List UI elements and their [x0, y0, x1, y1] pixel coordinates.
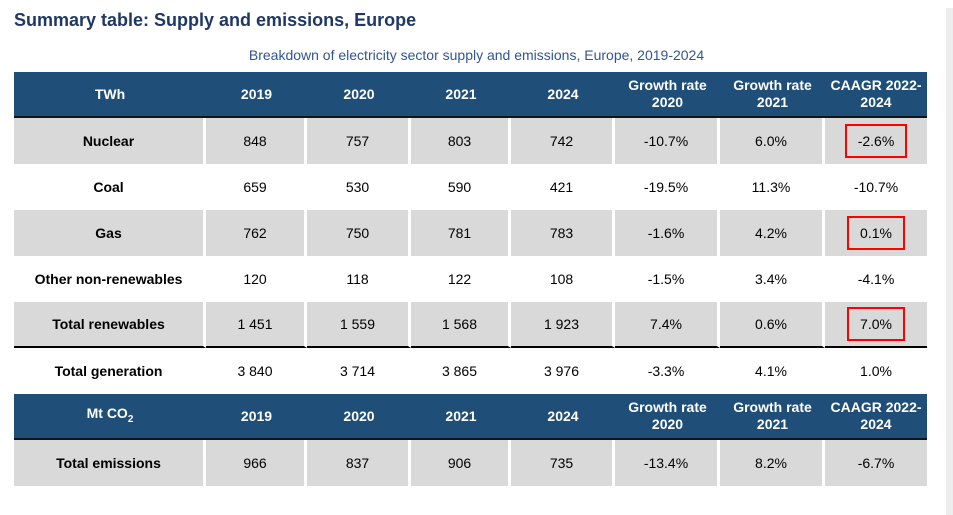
row-label-total-emissions: Total emissions — [14, 440, 206, 486]
table-cell: 0.1% — [825, 210, 927, 256]
table-cell: -4.1% — [825, 256, 927, 302]
table-cell: 120 — [206, 256, 307, 302]
column-header-2020: 2020 — [307, 394, 411, 440]
row-label-total-renewables: Total renewables — [14, 302, 206, 348]
column-header-2019: 2019 — [206, 394, 307, 440]
table-cell: 3 976 — [511, 348, 615, 394]
table-cell: -13.4% — [615, 440, 720, 486]
column-header-growth-rate-2020: Growth rate 2020 — [615, 72, 720, 118]
table-cell: 803 — [411, 118, 511, 164]
table-cell: 750 — [307, 210, 411, 256]
table-cell: 108 — [511, 256, 615, 302]
table-row-gas: Gas 762 750 781 783 -1.6% 4.2% 0.1% — [14, 210, 927, 256]
table-cell: 590 — [411, 164, 511, 210]
table-cell: 122 — [411, 256, 511, 302]
table-row-nuclear: Nuclear 848 757 803 742 -10.7% 6.0% -2.6… — [14, 118, 927, 164]
table-cell: 837 — [307, 440, 411, 486]
row-label-total-generation: Total generation — [14, 348, 206, 394]
column-header-2020: 2020 — [307, 72, 411, 118]
table-cell: 848 — [206, 118, 307, 164]
table-cell: 3 714 — [307, 348, 411, 394]
table-cell: 6.0% — [720, 118, 825, 164]
table-cell: 1 451 — [206, 302, 307, 348]
table-cell: -10.7% — [615, 118, 720, 164]
table-cell: 0.6% — [720, 302, 825, 348]
unit-header-mtco2: Mt CO2 — [14, 394, 206, 440]
table-cell: 7.4% — [615, 302, 720, 348]
column-header-growth-rate-2020: Growth rate 2020 — [615, 394, 720, 440]
table-cell: -19.5% — [615, 164, 720, 210]
table-cell: -1.5% — [615, 256, 720, 302]
table-cell: 7.0% — [825, 302, 927, 348]
column-header-2024: 2024 — [511, 72, 615, 118]
row-label-other-non-renewables: Other non-renewables — [14, 256, 206, 302]
column-header-2021: 2021 — [411, 394, 511, 440]
table-row-total-generation: Total generation 3 840 3 714 3 865 3 976… — [14, 348, 927, 394]
right-edge-strip — [946, 8, 953, 515]
column-header-caagr: CAAGR 2022-2024 — [825, 394, 927, 440]
table-cell: 8.2% — [720, 440, 825, 486]
table-cell: 966 — [206, 440, 307, 486]
row-label-gas: Gas — [14, 210, 206, 256]
table-cell: 3 865 — [411, 348, 511, 394]
highlight-box: 7.0% — [847, 307, 905, 341]
emissions-header-row: Mt CO2 2019 2020 2021 2024 Growth rate 2… — [14, 394, 927, 440]
table-subtitle: Breakdown of electricity sector supply a… — [248, 47, 705, 63]
table-cell: 421 — [511, 164, 615, 210]
table-cell: 3 840 — [206, 348, 307, 394]
table-cell: 4.2% — [720, 210, 825, 256]
table-cell: 118 — [307, 256, 411, 302]
column-header-2019: 2019 — [206, 72, 307, 118]
column-header-growth-rate-2021: Growth rate 2021 — [720, 394, 825, 440]
row-label-coal: Coal — [14, 164, 206, 210]
table-cell: 762 — [206, 210, 307, 256]
supply-header-row: TWh 2019 2020 2021 2024 Growth rate 2020… — [14, 72, 927, 118]
row-label-nuclear: Nuclear — [14, 118, 206, 164]
table-cell: 742 — [511, 118, 615, 164]
table-cell: -10.7% — [825, 164, 927, 210]
table-cell: 530 — [307, 164, 411, 210]
table-cell: 1 559 — [307, 302, 411, 348]
table-cell: 1 923 — [511, 302, 615, 348]
table-cell: -2.6% — [825, 118, 927, 164]
table-cell: -1.6% — [615, 210, 720, 256]
table-row-total-renewables: Total renewables 1 451 1 559 1 568 1 923… — [14, 302, 927, 348]
table-cell: 735 — [511, 440, 615, 486]
table-cell: 783 — [511, 210, 615, 256]
table-cell: -3.3% — [615, 348, 720, 394]
unit-header-twh: TWh — [14, 72, 206, 118]
table-row-total-emissions: Total emissions 966 837 906 735 -13.4% 8… — [14, 440, 927, 486]
highlight-box: 0.1% — [847, 216, 905, 250]
column-header-growth-rate-2021: Growth rate 2021 — [720, 72, 825, 118]
table-cell: 1.0% — [825, 348, 927, 394]
table-cell: 781 — [411, 210, 511, 256]
table-row-other-non-renewables: Other non-renewables 120 118 122 108 -1.… — [14, 256, 927, 302]
column-header-2021: 2021 — [411, 72, 511, 118]
highlight-box: -2.6% — [844, 124, 908, 158]
table-cell: 659 — [206, 164, 307, 210]
table-cell: 1 568 — [411, 302, 511, 348]
table-cell: 3.4% — [720, 256, 825, 302]
table-cell: -6.7% — [825, 440, 927, 486]
table-row-coal: Coal 659 530 590 421 -19.5% 11.3% -10.7% — [14, 164, 927, 210]
summary-table: TWh 2019 2020 2021 2024 Growth rate 2020… — [14, 72, 927, 486]
column-header-2024: 2024 — [511, 394, 615, 440]
table-cell: 11.3% — [720, 164, 825, 210]
table-cell: 757 — [307, 118, 411, 164]
table-cell: 906 — [411, 440, 511, 486]
column-header-caagr: CAAGR 2022-2024 — [825, 72, 927, 118]
table-cell: 4.1% — [720, 348, 825, 394]
page-title: Summary table: Supply and emissions, Eur… — [14, 10, 417, 30]
